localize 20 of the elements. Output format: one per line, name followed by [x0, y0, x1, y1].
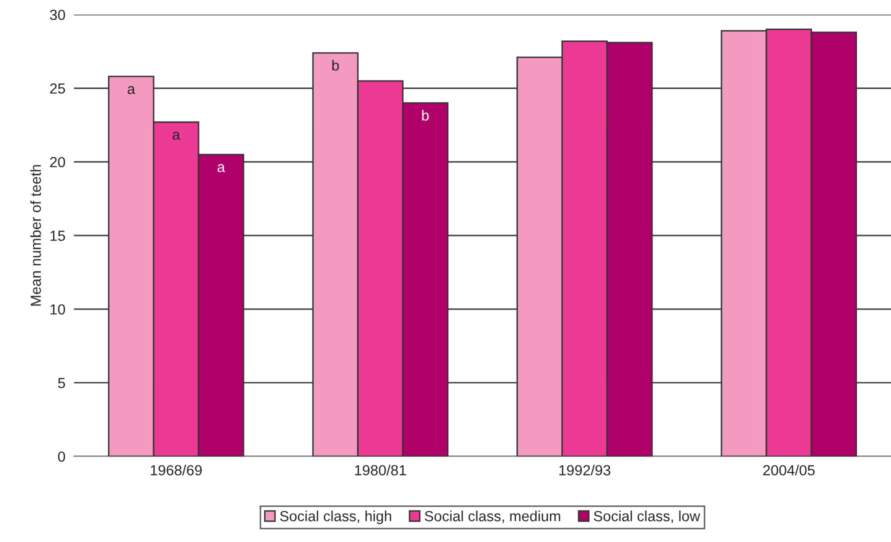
y-tick-label: 15	[50, 230, 66, 241]
data-label: a	[218, 164, 226, 172]
y-axis-title: Mean number of teeth	[30, 165, 41, 306]
x-tick-label: 2004/05	[763, 464, 815, 476]
y-tick-label: 10	[50, 304, 66, 315]
data-label: a	[172, 132, 180, 140]
y-tick-label: 20	[50, 156, 66, 168]
legend-label: Social class, low	[594, 510, 700, 524]
x-tick-label: 1992/93	[559, 464, 610, 476]
y-tick-label: 25	[50, 83, 66, 94]
legend-label: Social class, high	[280, 510, 392, 524]
y-tick-label: 30	[50, 10, 66, 20]
data-label: a	[128, 86, 136, 94]
y-tick-label: 0	[58, 451, 66, 462]
x-tick-label: 1968/69	[150, 464, 202, 476]
y-tick-label: 5	[58, 378, 66, 388]
x-tick-label: 1980/81	[355, 464, 406, 476]
data-label: b	[422, 110, 429, 121]
data-label: b	[332, 60, 339, 71]
legend-label: Social class, medium	[424, 510, 560, 524]
